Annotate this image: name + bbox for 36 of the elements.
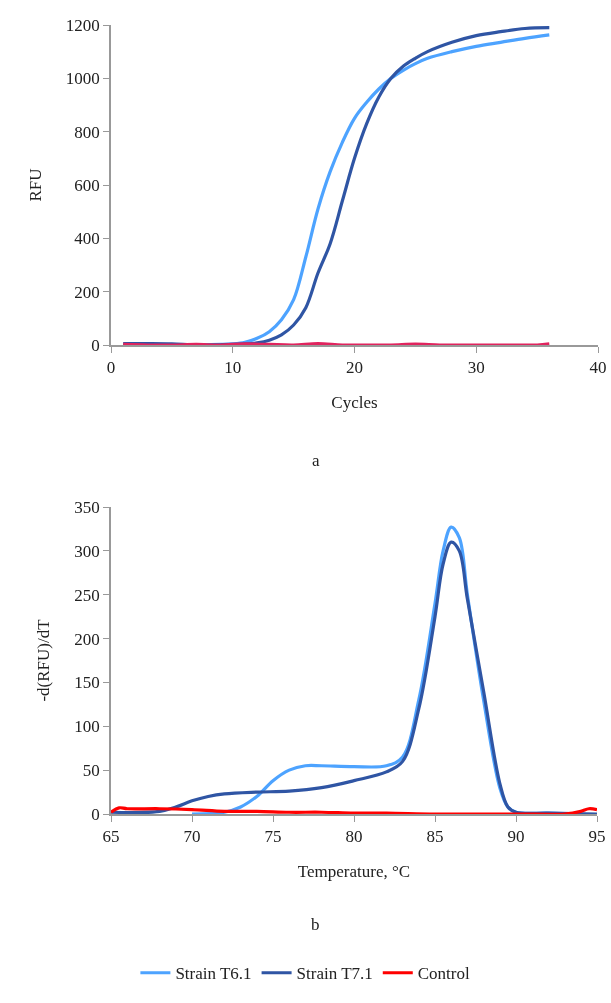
x-tick-label: 75 — [264, 827, 282, 847]
legend-label: Strain T7.1 — [296, 964, 373, 984]
y-tick-label: 300 — [74, 541, 100, 561]
y-tick-label: 250 — [74, 585, 100, 605]
x-tick-label: 20 — [346, 358, 363, 378]
y-axis-title: -d(RFU)/dT — [34, 618, 54, 702]
y-tick-label: 1000 — [65, 69, 100, 89]
x-tick-label: 90 — [507, 827, 525, 847]
y-tick-label: 0 — [91, 804, 100, 824]
x-tick-label: 30 — [467, 358, 485, 378]
y-tick-label: 600 — [74, 175, 100, 195]
x-tick-label: 85 — [426, 827, 444, 847]
x-tick-label: 80 — [345, 827, 363, 847]
x-tick-label: 10 — [224, 358, 242, 378]
y-tick-label: 200 — [74, 282, 100, 302]
y-tick-label: 0 — [91, 335, 100, 355]
x-tick-label: 70 — [183, 827, 201, 847]
y-tick-label: 50 — [82, 761, 100, 781]
y-axis-title: RFU — [25, 168, 45, 202]
y-tick-label: 1200 — [65, 15, 100, 35]
text: a — [312, 451, 320, 470]
x-tick-label: 40 — [589, 358, 607, 378]
x-tick-label: 0 — [106, 358, 116, 378]
x-axis-title: Temperature, °C — [297, 862, 411, 882]
x-axis-title: Cycles — [331, 393, 378, 413]
y-tick-label: 100 — [74, 717, 100, 737]
y-tick-label: 200 — [74, 629, 100, 649]
y-tick-label: 350 — [74, 497, 100, 517]
y-tick-label: 150 — [74, 673, 100, 693]
legend-label: Strain T6.1 — [175, 964, 252, 984]
x-tick-label: 65 — [102, 827, 120, 847]
y-tick-label: 800 — [74, 122, 100, 142]
y-tick-label: 400 — [74, 229, 100, 249]
legend-label: Control — [417, 964, 470, 984]
text: b — [311, 915, 320, 934]
x-tick-label: 95 — [588, 827, 606, 847]
